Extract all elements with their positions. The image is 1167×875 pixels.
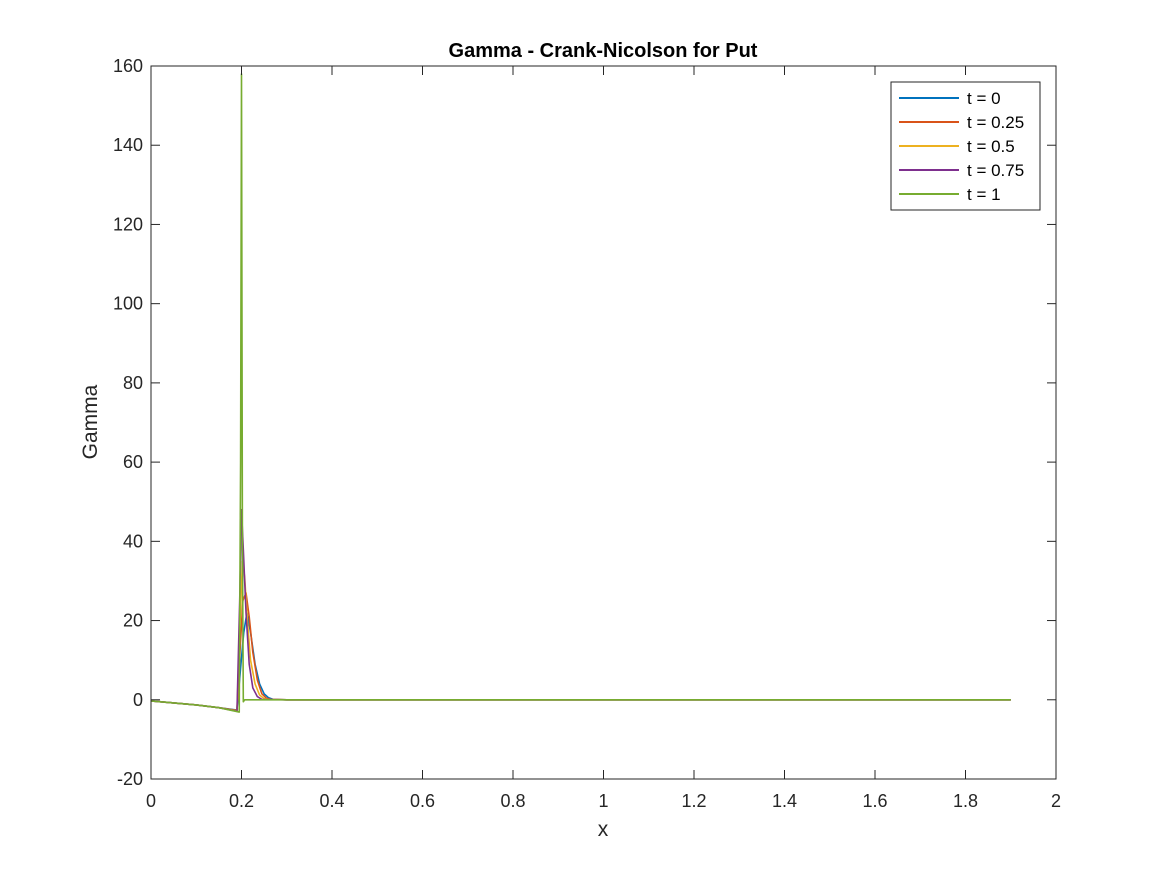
x-tick-label: 1.6 bbox=[862, 791, 887, 811]
x-tick-label: 0.6 bbox=[410, 791, 435, 811]
x-tick-label: 1.2 bbox=[681, 791, 706, 811]
legend-label-3: t = 0.75 bbox=[967, 161, 1024, 180]
legend-label-1: t = 0.25 bbox=[967, 113, 1024, 132]
y-tick-label: 20 bbox=[123, 611, 143, 631]
y-tick-label: 120 bbox=[113, 214, 143, 234]
x-tick-label: 1 bbox=[598, 791, 608, 811]
y-tick-label: 140 bbox=[113, 135, 143, 155]
legend: t = 0 t = 0.25 t = 0.5 t = 0.75 t = 1 bbox=[890, 81, 1041, 211]
legend-label-4: t = 1 bbox=[967, 185, 1001, 204]
y-tick-label: 160 bbox=[113, 56, 143, 76]
x-tick-label: 1.8 bbox=[953, 791, 978, 811]
y-tick-label: 0 bbox=[133, 690, 143, 710]
y-axis-label: Gamma bbox=[79, 384, 102, 459]
x-tick-label: 2 bbox=[1051, 791, 1061, 811]
y-tick-label: 60 bbox=[123, 452, 143, 472]
x-tick-label: 1.4 bbox=[772, 791, 797, 811]
x-tick-label: 0.8 bbox=[500, 791, 525, 811]
chart-title: Gamma - Crank-Nicolson for Put bbox=[449, 40, 758, 62]
y-tick-label: 40 bbox=[123, 531, 143, 551]
x-tick-label: 0.4 bbox=[319, 791, 344, 811]
x-tick-label: 0.2 bbox=[229, 791, 254, 811]
y-tick-label: 80 bbox=[123, 373, 143, 393]
x-tick-label: 0 bbox=[146, 791, 156, 811]
y-tick-label: 100 bbox=[113, 294, 143, 314]
series-lines bbox=[150, 73, 1011, 713]
legend-label-0: t = 0 bbox=[967, 89, 1001, 108]
axis-ticks: 0 0.2 0.4 0.6 0.8 1 1.2 1.4 1.6 1.8 2-200204060801… bbox=[113, 56, 1061, 811]
legend-label-2: t = 0.5 bbox=[967, 137, 1015, 156]
x-axis-label: x bbox=[598, 818, 609, 841]
y-tick-label: -20 bbox=[117, 769, 143, 789]
series-line-4 bbox=[150, 73, 1011, 713]
